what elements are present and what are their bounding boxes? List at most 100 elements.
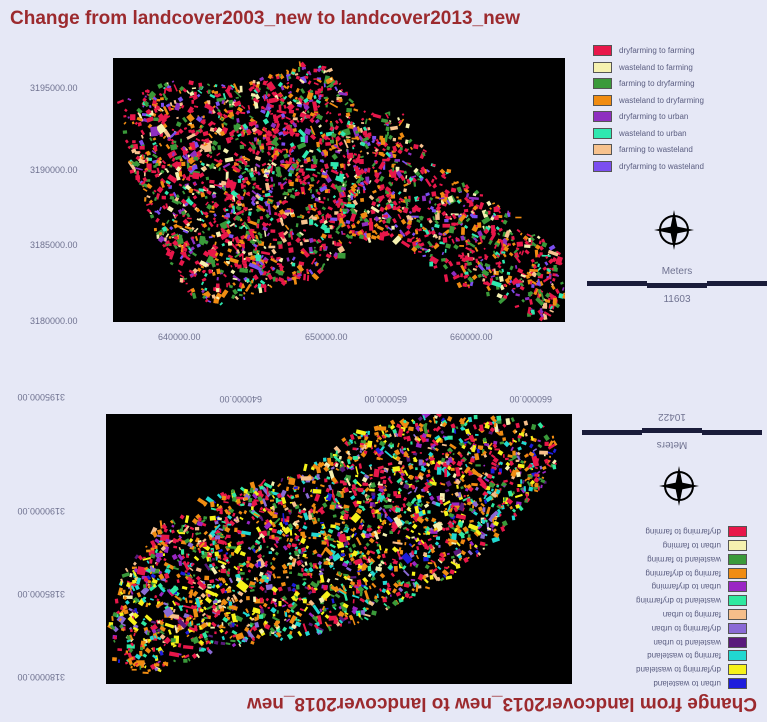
change-patch [149, 663, 156, 670]
change-patch [335, 525, 339, 529]
change-patch [230, 84, 235, 89]
change-patch [287, 75, 292, 80]
change-patch [381, 433, 388, 439]
change-patch [297, 618, 300, 622]
change-patch [437, 522, 443, 526]
change-patch [375, 439, 379, 443]
change-patch [495, 226, 500, 231]
change-patch [395, 507, 401, 513]
change-patch [377, 525, 381, 530]
change-patch [397, 487, 403, 492]
change-patch [206, 605, 215, 610]
change-patch [452, 274, 461, 280]
change-patch [223, 108, 229, 114]
change-patch [411, 241, 417, 247]
change-patch [276, 201, 281, 206]
change-patch [195, 653, 201, 659]
change-patch [213, 220, 217, 224]
change-patch [244, 167, 249, 171]
change-patch [475, 265, 479, 269]
change-patch [184, 515, 190, 524]
change-patch [502, 454, 505, 458]
change-patch [425, 586, 431, 590]
change-patch [290, 609, 295, 614]
change-patch [171, 218, 175, 222]
change-patch [466, 452, 470, 456]
change-patch [273, 543, 279, 549]
change-patch [191, 518, 199, 525]
change-patch [182, 190, 186, 195]
change-patch [267, 530, 271, 536]
change-patch [140, 620, 148, 627]
change-patch [416, 436, 419, 439]
change-patch [205, 640, 211, 645]
change-patch [199, 599, 204, 604]
change-patch [231, 613, 237, 623]
change-patch [404, 480, 408, 484]
change-patch [178, 538, 183, 542]
change-patch [215, 535, 221, 540]
change-patch [181, 654, 186, 659]
change-patch [255, 83, 260, 89]
change-patch [154, 667, 159, 672]
change-patch [274, 212, 278, 216]
change-patch [414, 229, 419, 235]
change-patch [216, 268, 221, 275]
change-patch [489, 233, 496, 242]
change-patch [286, 516, 290, 521]
change-patch [330, 452, 333, 459]
change-patch [292, 128, 297, 133]
change-patch [404, 229, 411, 237]
change-patch [227, 511, 232, 516]
change-patch [222, 605, 227, 609]
change-patch [269, 499, 274, 502]
change-patch [268, 284, 273, 289]
change-patch [267, 273, 274, 281]
change-patch [319, 185, 328, 193]
change-patch [479, 194, 484, 197]
change-patch [308, 99, 314, 103]
change-patch [163, 558, 167, 562]
change-patch [339, 208, 343, 213]
change-patch [201, 230, 205, 234]
legend-item: wasteland to farming [647, 553, 747, 566]
legend-label: wasteland to farming [647, 554, 721, 564]
legend-swatch [593, 111, 612, 122]
change-patch [372, 189, 377, 194]
change-patch [417, 532, 421, 536]
change-patch [284, 209, 291, 213]
change-patch [299, 164, 304, 168]
change-patch [156, 186, 164, 194]
change-patch [264, 623, 271, 630]
change-patch [392, 541, 403, 545]
change-patch [188, 567, 194, 572]
change-patch [229, 541, 232, 544]
change-patch [287, 523, 294, 529]
change-patch [225, 208, 229, 212]
change-patch [173, 219, 178, 224]
change-patch [460, 534, 465, 539]
change-patch [295, 274, 302, 280]
change-patch [447, 195, 454, 203]
change-patch [322, 151, 328, 156]
change-patch [357, 230, 364, 237]
change-patch [406, 447, 410, 452]
change-patch [220, 598, 228, 606]
change-patch [296, 158, 302, 163]
change-patch [201, 269, 206, 274]
change-patch [315, 510, 319, 514]
bottom-y-tick-label: 3185000.00 [17, 589, 65, 599]
change-patch [316, 474, 320, 479]
change-patch [359, 550, 363, 554]
change-patch [154, 545, 158, 550]
change-patch [401, 421, 405, 426]
change-patch [459, 557, 462, 561]
change-patch [195, 513, 202, 520]
change-patch [331, 489, 334, 495]
change-patch [421, 574, 427, 580]
change-patch [427, 482, 433, 487]
change-patch [435, 196, 440, 200]
change-patch [403, 510, 407, 514]
change-patch [268, 189, 273, 194]
change-patch [160, 169, 165, 174]
